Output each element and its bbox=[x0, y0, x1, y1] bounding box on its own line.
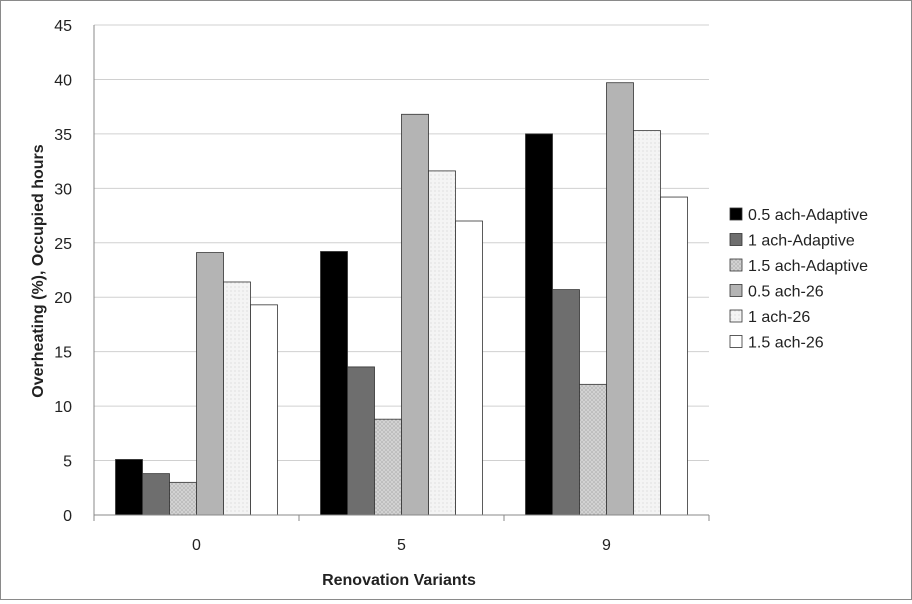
legend-swatch bbox=[729, 309, 743, 323]
legend-label: 1.5 ach-Adaptive bbox=[748, 258, 868, 275]
bar bbox=[250, 304, 278, 516]
bar bbox=[455, 220, 483, 516]
bars bbox=[115, 82, 688, 516]
y-tick-label: 15 bbox=[54, 345, 72, 362]
axes: 0 5 10 15 20 25 30 35 40 45 0 5 9 bbox=[54, 18, 710, 554]
x-axis-title: Renovation Variants bbox=[322, 572, 476, 589]
bar bbox=[374, 418, 402, 516]
bar bbox=[115, 459, 143, 516]
bar bbox=[320, 251, 348, 516]
x-tick-label: 9 bbox=[602, 537, 611, 554]
legend-label: 1 ach-Adaptive bbox=[748, 233, 855, 250]
y-tick-label: 5 bbox=[63, 454, 72, 471]
legend-label: 1 ach-26 bbox=[748, 309, 810, 326]
x-tick-label: 5 bbox=[397, 537, 406, 554]
y-tick-label: 40 bbox=[54, 72, 72, 89]
y-tick-label: 20 bbox=[54, 290, 72, 307]
legend-swatch bbox=[729, 284, 743, 297]
y-tick-label: 25 bbox=[54, 236, 72, 253]
bar bbox=[142, 473, 170, 516]
legend-label: 1.5 ach-26 bbox=[748, 335, 824, 352]
bar bbox=[579, 383, 607, 516]
bar bbox=[347, 366, 375, 516]
y-tick-label: 0 bbox=[63, 508, 72, 525]
bar bbox=[525, 133, 553, 516]
bar bbox=[169, 481, 197, 516]
bar bbox=[401, 113, 429, 516]
legend-swatch bbox=[729, 207, 743, 221]
y-tick-label: 30 bbox=[54, 181, 72, 198]
legend-swatch bbox=[729, 233, 743, 246]
y-tick-label: 35 bbox=[54, 127, 72, 144]
bar bbox=[428, 170, 456, 516]
legend-swatch bbox=[729, 335, 743, 348]
bar bbox=[606, 82, 634, 516]
legend: 0.5 ach-Adaptive 1 ach-Adaptive 1.5 ach-Ad… bbox=[729, 207, 868, 352]
y-tick-label: 10 bbox=[54, 399, 72, 416]
bar bbox=[223, 281, 251, 516]
legend-label: 0.5 ach-26 bbox=[748, 284, 824, 301]
y-tick-label: 45 bbox=[54, 18, 72, 35]
bar bbox=[633, 130, 661, 516]
y-axis-title: Overheating (%), Occupied hours bbox=[30, 144, 47, 397]
legend-swatch bbox=[729, 258, 743, 272]
legend-label: 0.5 ach-Adaptive bbox=[748, 207, 868, 224]
x-tick-label: 0 bbox=[192, 537, 201, 554]
bar bbox=[196, 252, 224, 516]
bar bbox=[660, 196, 688, 516]
bar bbox=[552, 289, 580, 516]
